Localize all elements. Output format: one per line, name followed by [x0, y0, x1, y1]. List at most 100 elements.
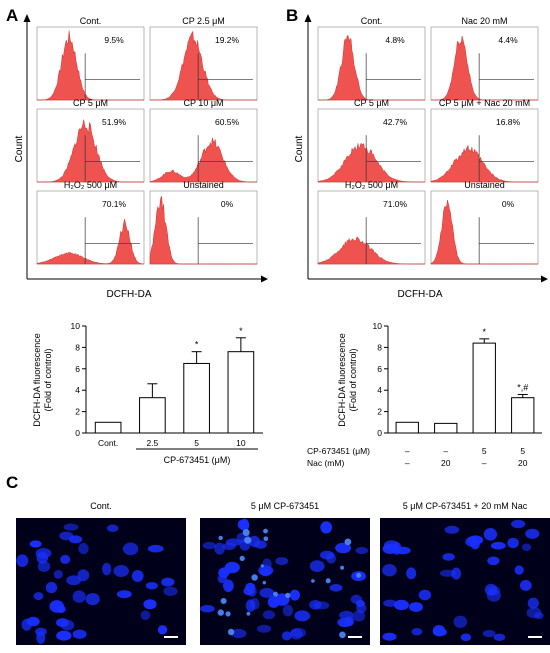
gate-percent: 71.0% [383, 199, 408, 209]
bar [511, 397, 535, 434]
cell-nucleus [200, 605, 215, 613]
flow-axes-a: DCFH-DA Count [14, 14, 268, 300]
flow-panel: CP 2.5 μM 19.2% [149, 16, 258, 101]
micrograph: Cont. [16, 501, 186, 645]
bright-nucleus [262, 581, 266, 585]
histogram-title: Unstained [183, 180, 224, 190]
y-tick-label: 4 [377, 385, 382, 395]
cell-nucleus [527, 597, 539, 609]
cell-nucleus [344, 616, 355, 627]
gate-percent: 16.8% [496, 117, 521, 127]
histogram-area [430, 200, 538, 265]
cell-nucleus [63, 523, 79, 531]
cell-nucleus [33, 592, 44, 601]
cell-nucleus [487, 556, 500, 566]
cell-nucleus [382, 632, 397, 641]
gate-percent: 0% [221, 199, 234, 209]
cell-nucleus [256, 624, 272, 633]
bar-charts: 0 2 4 6 8 10 * * Cont. 2.5 5 10 0 2 4 6 8 10 * *,# CP-673451… [71, 321, 535, 468]
flow-axes-b: DCFH-DA Count [294, 14, 548, 300]
bright-nucleus [220, 598, 227, 604]
histogram-title: Unstained [464, 180, 505, 190]
x-tick-label: 10 [236, 438, 246, 448]
y-tick-label: 8 [75, 342, 80, 352]
cell-nucleus [259, 587, 275, 598]
cell-nucleus [451, 567, 462, 580]
significance-mark: * [239, 326, 243, 336]
bright-nucleus [263, 536, 269, 541]
cell-nucleus [534, 612, 544, 620]
micrograph: 5 μM CP-673451 + 20 mM Nac [380, 501, 550, 645]
treatment-cell: – [443, 446, 448, 456]
cell-nucleus [219, 566, 233, 576]
bright-nucleus [239, 555, 245, 562]
flow-xlabel-a: DCFH-DA [107, 289, 152, 300]
cell-nucleus [329, 584, 343, 592]
gate-percent: 19.2% [215, 35, 240, 45]
cell-nucleus [294, 610, 311, 622]
flow-panel: CP 5 μM 51.9% [36, 98, 145, 183]
bright-nucleus [260, 564, 264, 568]
histogram-title: CP 10 μM [183, 98, 223, 108]
cell-nucleus [482, 630, 496, 638]
bar-a-ylabel-sub: (Fold of control) [43, 348, 53, 411]
treatment-cell: – [405, 446, 410, 456]
cell-nucleus [214, 542, 225, 555]
flow-panel: CP 10 μM 60.5% [149, 98, 258, 183]
histogram-title: Nac 20 mM [461, 16, 507, 26]
histogram-area [318, 35, 425, 101]
cell-nucleus [107, 524, 119, 532]
histogram-area [37, 30, 144, 101]
cell-nucleus [444, 525, 460, 534]
treatment-cell: 20 [518, 458, 528, 468]
gate-percent: 70.1% [102, 199, 127, 209]
histogram-area [149, 137, 257, 183]
cell-nucleus [78, 543, 89, 555]
bar [183, 362, 210, 434]
gate-percent: 4.8% [385, 35, 405, 45]
histogram-title: CP 5 μM [73, 98, 108, 108]
significance-mark: *,# [517, 382, 528, 392]
cell-nucleus [131, 570, 144, 582]
cell-nucleus [217, 574, 228, 584]
cell-nucleus [393, 599, 409, 611]
histogram-title: CP 2.5 μM [182, 16, 225, 26]
bright-nucleus [242, 529, 250, 536]
treatment-cell: – [482, 458, 487, 468]
cell-nucleus [102, 562, 112, 576]
gate-percent: 4.4% [498, 35, 518, 45]
cell-nucleus [439, 569, 456, 577]
bright-nucleus [244, 536, 252, 544]
flow-panel: H₂O₂ 500 μM 70.1% [36, 180, 145, 265]
flow-panel-frame [36, 26, 145, 101]
cell-nucleus [418, 589, 432, 601]
bar-chart-b: 0 2 4 6 8 10 * *,# CP-673451 (μM) – – 5 5 Nac (mM) – 20… [307, 321, 535, 468]
cell-nucleus [490, 541, 506, 550]
histogram-title: H₂O₂ 500 μM [64, 180, 117, 190]
cell-nucleus [36, 631, 46, 644]
cell-nucleus [521, 543, 532, 551]
cell-nucleus [289, 589, 301, 601]
histogram-area [430, 144, 538, 183]
x-tick-label: 2.5 [146, 438, 158, 448]
cell-nucleus [409, 602, 423, 612]
bar-chart-a: 0 2 4 6 8 10 * * Cont. 2.5 5 10 [71, 321, 255, 448]
cell-nucleus [453, 615, 468, 628]
cell-nucleus [37, 561, 51, 572]
bright-nucleus [218, 535, 223, 541]
cell-nucleus [56, 618, 69, 628]
flow-panel: CP 5 μM + Nac 20 mM 16.8% [430, 98, 539, 183]
gate-percent: 42.7% [383, 117, 408, 127]
bright-nucleus [263, 528, 268, 534]
bar [139, 397, 166, 434]
treatment-row-label: Nac (mM) [307, 458, 344, 468]
cell-nucleus [395, 546, 411, 555]
flow-panel: H₂O₂ 500 μM 71.0% [317, 180, 426, 265]
x-tick-label: Cont. [98, 438, 118, 448]
flow-panel-frame [149, 190, 258, 265]
cell-nucleus [483, 528, 498, 541]
flow-ylabel-a: Count [14, 135, 25, 162]
cell-nucleus [45, 582, 58, 594]
